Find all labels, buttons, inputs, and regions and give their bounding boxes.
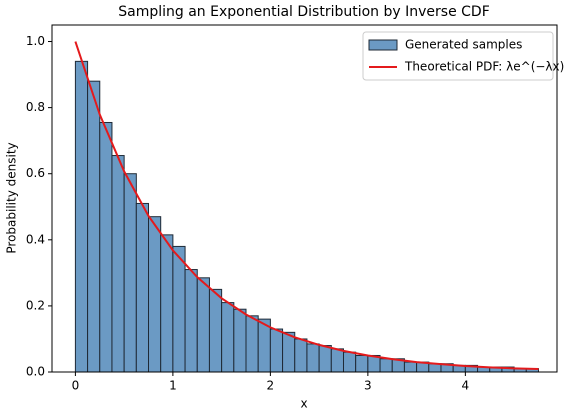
bar bbox=[123, 173, 137, 373]
x-tick-label: 4 bbox=[462, 379, 470, 393]
bar bbox=[330, 348, 344, 373]
bar bbox=[172, 245, 186, 373]
legend-swatch bbox=[368, 39, 398, 51]
bar bbox=[379, 358, 393, 373]
bar bbox=[245, 315, 259, 373]
bar bbox=[294, 338, 308, 373]
y-axis-label: Probability density bbox=[5, 142, 19, 253]
bar bbox=[184, 269, 198, 373]
bar bbox=[318, 345, 332, 373]
y-tick-label: 0.0 bbox=[26, 365, 45, 379]
bar bbox=[74, 60, 89, 373]
y-tick-label: 1.0 bbox=[26, 34, 45, 48]
y-tick-label: 0.8 bbox=[26, 100, 45, 114]
bar bbox=[403, 361, 418, 373]
bar bbox=[99, 121, 113, 373]
y-tick-label: 0.2 bbox=[26, 298, 45, 312]
bar bbox=[196, 277, 210, 373]
bar bbox=[282, 331, 296, 373]
bar bbox=[135, 202, 150, 373]
pdf-line bbox=[74, 41, 539, 371]
bar bbox=[306, 343, 320, 373]
bar bbox=[428, 363, 442, 373]
x-tick-label: 3 bbox=[364, 379, 372, 393]
x-tick-label: 1 bbox=[169, 379, 177, 393]
plot-frame bbox=[51, 24, 558, 373]
x-tick-label: 0 bbox=[72, 379, 80, 393]
bar bbox=[233, 308, 247, 373]
bar bbox=[160, 234, 174, 373]
bar bbox=[208, 288, 223, 373]
bar bbox=[87, 80, 101, 373]
bar bbox=[221, 302, 235, 373]
legend-box bbox=[362, 31, 554, 81]
legend-label: Theoretical PDF: λe^(−λx) bbox=[404, 60, 564, 74]
chart-title: Sampling an Exponential Distribution by … bbox=[118, 4, 490, 20]
bar bbox=[111, 155, 125, 373]
y-tick-label: 0.6 bbox=[26, 166, 45, 180]
bar bbox=[269, 328, 284, 373]
bar bbox=[342, 351, 357, 373]
x-tick-label: 2 bbox=[267, 379, 275, 393]
bar bbox=[148, 216, 162, 373]
y-tick-label: 0.4 bbox=[26, 232, 45, 246]
x-axis-label: x bbox=[300, 397, 307, 411]
bar bbox=[355, 354, 369, 373]
legend-label: Generated samples bbox=[405, 38, 522, 52]
